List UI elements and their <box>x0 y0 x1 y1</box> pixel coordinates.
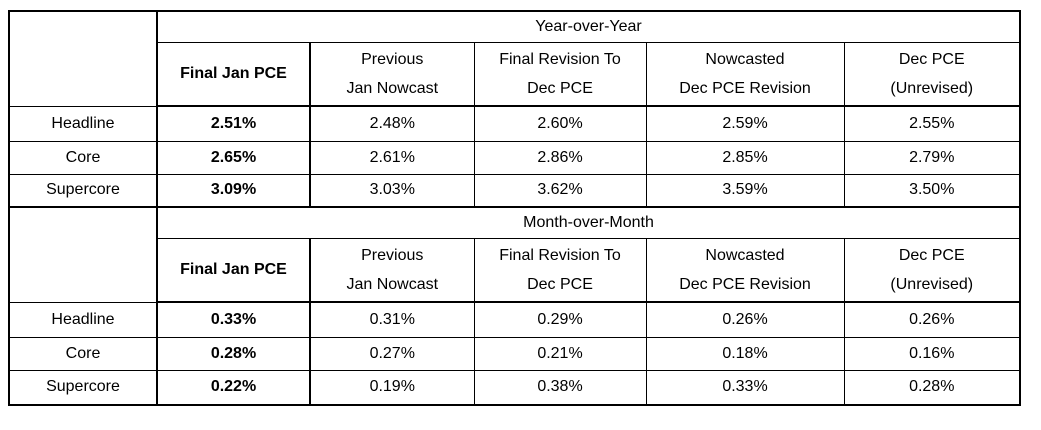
row-label-headline: Headline <box>8 301 158 338</box>
value-cell: 2.79% <box>843 140 1021 175</box>
row-label-supercore: Supercore <box>8 369 158 406</box>
col-header-line: Dec PCE <box>898 246 965 264</box>
value-cell: 0.29% <box>473 301 647 338</box>
col-header-line: Previous <box>361 50 424 68</box>
col-header-final-revision-to-dec-pce: Final Revision To Dec PCE <box>473 237 647 303</box>
col-header-previous-jan-nowcast: Previous Jan Nowcast <box>309 41 475 107</box>
row-label-headline: Headline <box>8 105 158 142</box>
row-label-core: Core <box>8 336 158 371</box>
section-title-yoy: Year-over-Year <box>156 10 1021 43</box>
col-header-line: Dec PCE <box>527 275 593 293</box>
col-header-line: Final Revision To <box>499 246 621 264</box>
value-cell: 0.19% <box>309 369 475 406</box>
col-header-line: Nowcasted <box>705 50 785 68</box>
value-cell: 0.16% <box>843 336 1021 371</box>
pce-revision-table: Year-over-Year Final Jan PCE Previous Ja… <box>8 10 1021 406</box>
value-cell: 0.18% <box>645 336 845 371</box>
value-cell: 2.55% <box>843 105 1021 142</box>
value-cell: 2.86% <box>473 140 647 175</box>
value-cell: 3.03% <box>309 173 475 208</box>
col-header-line: Dec PCE Revision <box>679 79 811 97</box>
value-cell: 0.28% <box>156 336 311 371</box>
corner-cell-mom <box>8 206 158 303</box>
value-cell: 2.60% <box>473 105 647 142</box>
value-cell: 0.38% <box>473 369 647 406</box>
table-row: Headline 0.33% 0.31% 0.29% 0.26% 0.26% <box>8 301 1021 338</box>
col-header-line: Dec PCE Revision <box>679 275 811 293</box>
value-cell: 0.22% <box>156 369 311 406</box>
value-cell: 0.28% <box>843 369 1021 406</box>
col-header-dec-pce-unrevised: Dec PCE (Unrevised) <box>843 41 1021 107</box>
value-cell: 0.21% <box>473 336 647 371</box>
col-header-line: Jan Nowcast <box>346 79 439 97</box>
col-header-nowcasted-dec-pce-revision: Nowcasted Dec PCE Revision <box>645 41 845 107</box>
col-header-line: (Unrevised) <box>890 275 974 293</box>
value-cell: 2.65% <box>156 140 311 175</box>
col-header-nowcasted-dec-pce-revision: Nowcasted Dec PCE Revision <box>645 237 845 303</box>
table-row: Core 2.65% 2.61% 2.86% 2.85% 2.79% <box>8 140 1021 175</box>
col-header-final-revision-to-dec-pce: Final Revision To Dec PCE <box>473 41 647 107</box>
row-label-supercore: Supercore <box>8 173 158 208</box>
value-cell: 2.51% <box>156 105 311 142</box>
value-cell: 2.61% <box>309 140 475 175</box>
col-header-line: (Unrevised) <box>890 79 974 97</box>
col-header-line: Previous <box>361 246 424 264</box>
col-header-line: Nowcasted <box>705 246 785 264</box>
value-cell: 0.26% <box>843 301 1021 338</box>
table-row: Supercore 0.22% 0.19% 0.38% 0.33% 0.28% <box>8 369 1021 406</box>
value-cell: 2.85% <box>645 140 845 175</box>
value-cell: 0.33% <box>645 369 845 406</box>
value-cell: 0.31% <box>309 301 475 338</box>
value-cell: 3.50% <box>843 173 1021 208</box>
col-header-previous-jan-nowcast: Previous Jan Nowcast <box>309 237 475 303</box>
value-cell: 2.48% <box>309 105 475 142</box>
col-header-line: Final Revision To <box>499 50 621 68</box>
table-row: Headline 2.51% 2.48% 2.60% 2.59% 2.55% <box>8 105 1021 142</box>
col-header-line: Dec PCE <box>898 50 965 68</box>
value-cell: 0.26% <box>645 301 845 338</box>
pce-revision-table-container: Year-over-Year Final Jan PCE Previous Ja… <box>8 10 1021 406</box>
table-row: Core 0.28% 0.27% 0.21% 0.18% 0.16% <box>8 336 1021 371</box>
value-cell: 2.59% <box>645 105 845 142</box>
value-cell: 0.33% <box>156 301 311 338</box>
row-label-core: Core <box>8 140 158 175</box>
value-cell: 3.62% <box>473 173 647 208</box>
col-header-dec-pce-unrevised: Dec PCE (Unrevised) <box>843 237 1021 303</box>
col-header-line: Dec PCE <box>527 79 593 97</box>
col-header-final-jan-pce: Final Jan PCE <box>156 237 311 303</box>
value-cell: 0.27% <box>309 336 475 371</box>
section-title-mom: Month-over-Month <box>156 206 1021 239</box>
col-header-final-jan-pce: Final Jan PCE <box>156 41 311 107</box>
value-cell: 3.59% <box>645 173 845 208</box>
table-row: Supercore 3.09% 3.03% 3.62% 3.59% 3.50% <box>8 173 1021 208</box>
corner-cell-yoy <box>8 10 158 107</box>
col-header-line: Jan Nowcast <box>346 275 439 293</box>
value-cell: 3.09% <box>156 173 311 208</box>
